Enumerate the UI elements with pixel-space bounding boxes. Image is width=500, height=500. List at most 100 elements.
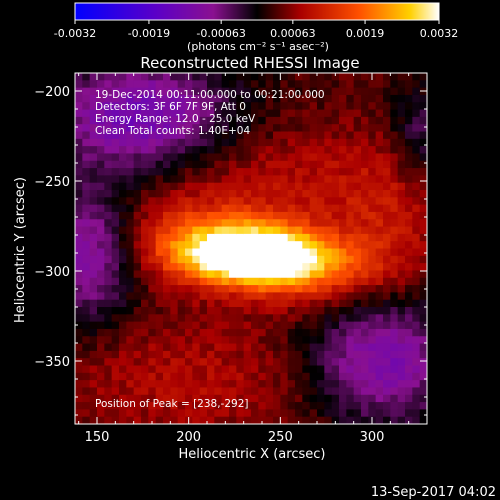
heatmap-cell xyxy=(302,270,311,279)
heatmap-cell xyxy=(317,299,325,308)
heatmap-cell xyxy=(346,292,355,301)
x-tick-label: 200 xyxy=(176,430,201,445)
heatmap-cell xyxy=(353,153,362,162)
heatmap-cell xyxy=(375,219,384,228)
heatmap-cell xyxy=(331,116,340,125)
heatmap-cell xyxy=(97,328,105,337)
heatmap-cell xyxy=(346,116,355,125)
heatmap-cell xyxy=(185,365,193,374)
heatmap-cell xyxy=(89,343,98,352)
heatmap-cell xyxy=(89,87,98,96)
heatmap-cell xyxy=(236,211,245,220)
heatmap-cell xyxy=(405,380,413,389)
heatmap-cell xyxy=(133,314,142,323)
heatmap-cell xyxy=(339,255,347,264)
heatmap-cell xyxy=(97,116,105,125)
annotation-line: Energy Range: 12.0 - 25.0 keV xyxy=(95,113,256,125)
heatmap-cell xyxy=(346,160,355,169)
heatmap-cell xyxy=(339,409,347,418)
heatmap-cell xyxy=(126,197,135,206)
heatmap-cell xyxy=(236,204,245,213)
heatmap-cell xyxy=(199,197,208,206)
heatmap-cell xyxy=(141,409,149,418)
heatmap-cell xyxy=(397,87,406,96)
heatmap-cell xyxy=(390,168,399,176)
heatmap-cell xyxy=(309,387,318,396)
heatmap-cell xyxy=(397,255,406,264)
heatmap-cell xyxy=(383,321,391,330)
heatmap-cell xyxy=(170,314,179,323)
heatmap-cell xyxy=(390,358,399,367)
heatmap-cell xyxy=(331,255,340,264)
heatmap-cell xyxy=(155,285,164,293)
heatmap-cell xyxy=(221,138,230,147)
heatmap-cell xyxy=(111,277,120,286)
heatmap-cell xyxy=(177,380,186,389)
heatmap-cell xyxy=(207,94,215,103)
heatmap-cell xyxy=(419,80,427,89)
heatmap-cell xyxy=(75,328,83,337)
heatmap-cell xyxy=(243,109,252,118)
heatmap-cell xyxy=(82,233,91,242)
heatmap-cell xyxy=(229,80,237,89)
heatmap-cell xyxy=(375,365,384,374)
heatmap-cell xyxy=(331,160,340,169)
heatmap-cell xyxy=(361,358,369,367)
heatmap-cell xyxy=(119,270,127,279)
heatmap-cell xyxy=(185,226,193,235)
heatmap-cell xyxy=(148,233,157,242)
heatmap-cell xyxy=(104,380,113,389)
heatmap-cell xyxy=(405,307,413,315)
heatmap-cell xyxy=(346,372,355,381)
heatmap-cell xyxy=(405,131,413,140)
heatmap-cell xyxy=(133,416,142,424)
heatmap-cell xyxy=(141,190,149,198)
heatmap-cell xyxy=(207,102,215,111)
heatmap-cell xyxy=(82,168,91,176)
heatmap-cell xyxy=(221,314,230,323)
heatmap-cell xyxy=(353,241,362,250)
heatmap-cell xyxy=(141,350,149,359)
heatmap-cell xyxy=(397,153,406,162)
heatmap-cell xyxy=(353,263,362,272)
heatmap-cell xyxy=(302,153,311,162)
heatmap-cell xyxy=(126,241,135,250)
heatmap-cell xyxy=(177,255,186,264)
heatmap-cell xyxy=(251,211,259,220)
heatmap-cell xyxy=(295,350,303,359)
heatmap-cell xyxy=(346,241,355,250)
heatmap-cell xyxy=(317,87,325,96)
heatmap-cell xyxy=(295,277,303,286)
heatmap-cell xyxy=(397,358,406,367)
heatmap-cell xyxy=(126,416,135,424)
heatmap-cell xyxy=(287,102,296,111)
heatmap-cell xyxy=(339,277,347,286)
heatmap-cell xyxy=(243,87,252,96)
heatmap-cell xyxy=(331,146,340,155)
heatmap-cell xyxy=(295,80,303,89)
heatmap-cell xyxy=(324,182,333,191)
heatmap-cell xyxy=(397,343,406,352)
heatmap-cell xyxy=(353,226,362,235)
heatmap-cell xyxy=(221,109,230,118)
heatmap-cell xyxy=(302,146,311,155)
heatmap-cell xyxy=(148,358,157,367)
heatmap-cell xyxy=(280,350,289,359)
heatmap-cell xyxy=(309,416,318,424)
heatmap-cell xyxy=(126,343,135,352)
heatmap-cell xyxy=(199,365,208,374)
heatmap-cell xyxy=(251,270,259,279)
heatmap-cell xyxy=(317,160,325,169)
heatmap-cell xyxy=(295,292,303,301)
heatmap-cell xyxy=(251,226,259,235)
heatmap-cell xyxy=(111,336,120,345)
heatmap-cell xyxy=(97,102,105,111)
heatmap-cell xyxy=(243,204,252,213)
heatmap-cell xyxy=(199,80,208,89)
heatmap-cell xyxy=(419,350,427,359)
heatmap-cell xyxy=(133,285,142,293)
heatmap-cell xyxy=(368,292,377,301)
heatmap-cell xyxy=(295,248,303,257)
heatmap-cell xyxy=(324,153,333,162)
heatmap-cell xyxy=(243,241,252,250)
